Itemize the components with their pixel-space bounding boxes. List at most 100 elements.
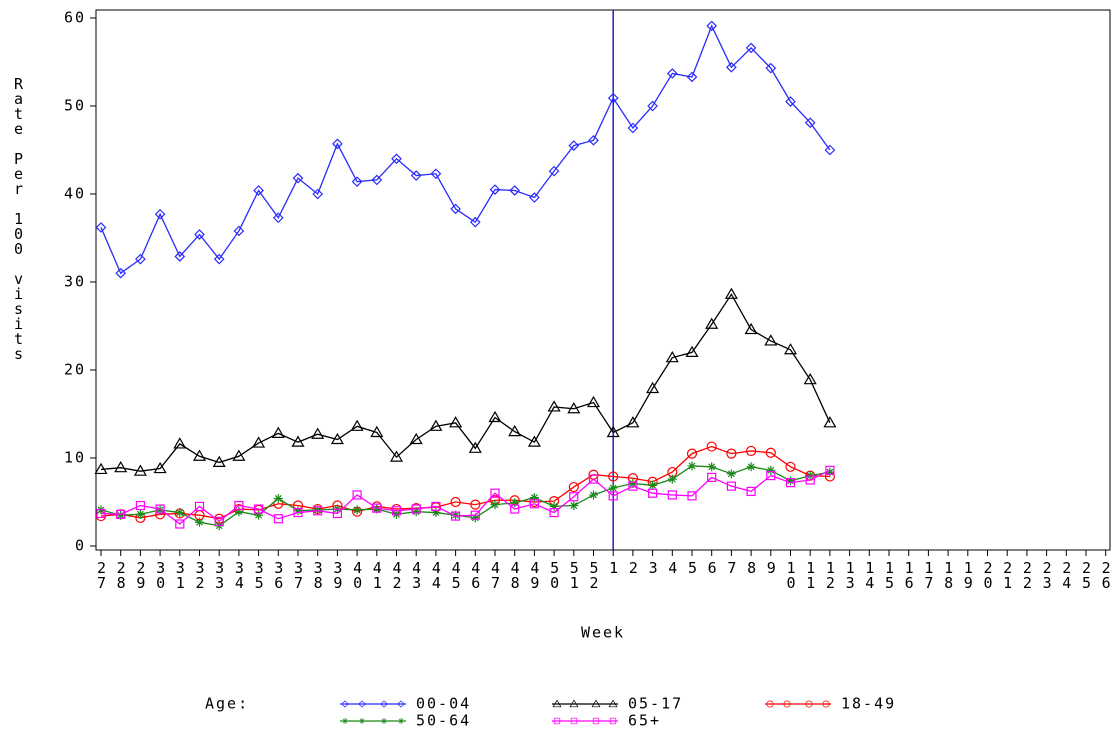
point <box>293 506 303 516</box>
point <box>350 419 364 431</box>
point <box>194 501 205 511</box>
point <box>765 447 776 458</box>
point <box>569 492 579 502</box>
point <box>567 402 581 414</box>
x-tick-label: 36 <box>270 559 288 589</box>
point <box>666 68 678 79</box>
x-tick-label: 24 <box>1058 559 1076 589</box>
point <box>135 509 145 519</box>
point <box>273 493 283 503</box>
point <box>508 424 522 437</box>
point <box>746 486 756 497</box>
point <box>133 464 147 476</box>
point <box>332 138 343 150</box>
point <box>667 474 677 484</box>
point <box>254 510 264 520</box>
point <box>568 481 579 493</box>
y-tick-label: 0 <box>75 537 86 555</box>
point <box>234 507 244 517</box>
point <box>805 475 815 485</box>
point <box>372 504 382 514</box>
point <box>389 450 404 462</box>
point <box>804 117 816 129</box>
point <box>195 517 204 527</box>
point <box>510 504 520 514</box>
point <box>450 203 461 215</box>
point <box>825 465 835 475</box>
point <box>588 474 599 484</box>
point <box>213 253 225 265</box>
y-tick-label: 50 <box>64 97 86 115</box>
point <box>509 185 521 196</box>
marker <box>397 700 405 708</box>
point <box>489 184 501 195</box>
y-tick-label: 40 <box>64 185 86 203</box>
x-tick-label: 50 <box>546 559 564 589</box>
point <box>451 511 461 521</box>
y-tick-label: 20 <box>64 361 86 379</box>
point <box>116 510 126 520</box>
point <box>765 62 777 74</box>
point <box>430 168 442 180</box>
point <box>529 493 539 503</box>
point <box>233 225 245 237</box>
point <box>510 498 520 508</box>
point <box>647 488 658 498</box>
point <box>547 400 561 412</box>
marker <box>397 717 405 725</box>
marker <box>552 699 562 708</box>
x-tick-label: 2 <box>624 559 642 574</box>
point <box>687 461 697 471</box>
point <box>783 343 798 355</box>
point <box>311 427 325 439</box>
point <box>312 188 324 200</box>
point <box>726 448 737 459</box>
series-line <box>100 293 831 472</box>
x-tick-label: 27 <box>93 559 111 589</box>
point <box>470 513 480 523</box>
marker <box>358 717 366 725</box>
x-tick-label: 28 <box>112 559 130 589</box>
point <box>271 426 285 438</box>
point <box>726 469 736 479</box>
point <box>410 170 422 181</box>
point <box>488 410 502 423</box>
legend-label: 65+ <box>628 712 661 730</box>
point <box>724 287 738 299</box>
point <box>764 334 778 346</box>
point <box>114 460 128 473</box>
marker <box>341 717 349 725</box>
point <box>175 519 185 529</box>
x-tick-label: 44 <box>427 559 445 589</box>
x-tick-label: 32 <box>191 559 209 589</box>
marker <box>570 717 578 725</box>
point <box>706 20 718 32</box>
marker <box>766 700 774 708</box>
point <box>785 96 796 107</box>
x-tick-label: 18 <box>940 559 958 589</box>
point <box>194 229 205 240</box>
point <box>707 472 717 482</box>
legend-item: 50-64 <box>340 712 469 730</box>
point <box>232 449 246 461</box>
point <box>824 144 836 156</box>
point <box>272 212 284 224</box>
point <box>726 481 737 491</box>
point <box>549 507 559 518</box>
y-tick-label: 60 <box>64 9 86 27</box>
point <box>154 208 166 220</box>
x-tick-label: 38 <box>309 559 327 589</box>
marker <box>569 699 579 708</box>
x-tick-label: 8 <box>743 559 761 574</box>
marker <box>380 700 388 708</box>
marker <box>341 700 349 708</box>
point <box>529 499 540 509</box>
point <box>607 92 619 104</box>
point <box>667 490 677 500</box>
x-tick-label: 47 <box>487 559 505 589</box>
point <box>786 476 795 486</box>
x-tick-label: 7 <box>723 559 741 574</box>
point <box>291 435 305 447</box>
legend-title: Age: <box>205 695 249 713</box>
point <box>212 455 226 467</box>
